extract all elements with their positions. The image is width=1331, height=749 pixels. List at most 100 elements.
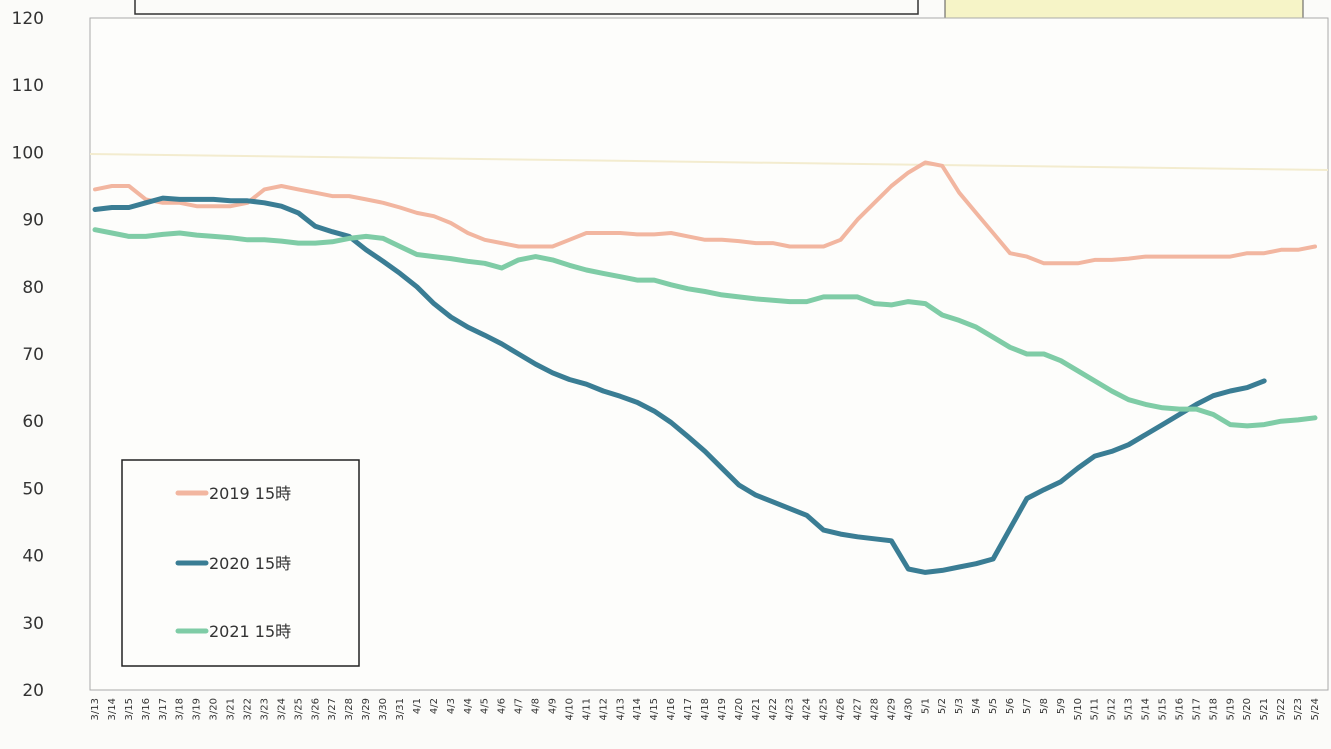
data-point	[754, 493, 757, 497]
data-point	[144, 198, 147, 201]
data-point	[127, 184, 131, 188]
data-point	[1246, 252, 1249, 255]
data-point	[280, 205, 283, 208]
data-point	[1093, 379, 1096, 383]
data-point	[466, 231, 469, 235]
data-point	[974, 211, 978, 215]
x-tick-label: 3/15	[124, 698, 135, 720]
data-point	[1313, 245, 1317, 248]
data-point	[822, 528, 825, 532]
data-point	[1008, 252, 1012, 255]
data-point	[958, 319, 961, 322]
data-point	[1246, 424, 1249, 428]
data-point	[1313, 416, 1317, 419]
data-point	[1263, 379, 1266, 383]
data-point	[1008, 527, 1012, 530]
data-point	[771, 241, 774, 245]
data-point	[297, 241, 300, 245]
data-point	[907, 171, 910, 174]
x-tick-label: 4/27	[853, 698, 864, 720]
data-point	[297, 211, 300, 215]
data-point	[754, 241, 757, 245]
data-point	[263, 201, 266, 204]
data-point	[1127, 398, 1130, 401]
legend: 2019 15時 2020 15時 2021 15時	[121, 459, 360, 667]
x-tick-label: 3/28	[344, 698, 355, 720]
data-point	[619, 275, 622, 278]
data-point	[1110, 389, 1113, 393]
data-point	[110, 231, 114, 235]
data-point	[805, 514, 808, 517]
data-point	[737, 295, 741, 299]
data-point	[1212, 255, 1215, 258]
data-point	[1127, 443, 1130, 446]
x-tick-label: 5/4	[971, 698, 982, 714]
x-tick-label: 5/5	[988, 698, 999, 714]
data-point	[331, 240, 334, 243]
x-tick-label: 5/12	[1107, 698, 1118, 720]
x-tick-label: 3/19	[192, 698, 203, 720]
x-tick-label: 3/29	[361, 698, 372, 720]
x-tick-label: 3/23	[259, 698, 270, 720]
legend-label-2019: 2019 15時	[209, 484, 291, 503]
x-tick-label: 4/14	[632, 698, 643, 720]
y-tick-label: 120	[12, 9, 44, 29]
x-tick-label: 3/14	[107, 698, 118, 720]
x-tick-label: 4/4	[463, 698, 474, 714]
data-point	[1296, 418, 1300, 422]
data-point	[974, 325, 978, 329]
data-point	[890, 303, 893, 307]
data-point	[1195, 255, 1198, 258]
data-point	[110, 206, 114, 209]
y-tick-label: 80	[22, 278, 44, 298]
data-point	[449, 257, 452, 260]
data-point	[314, 225, 317, 228]
data-point	[161, 233, 164, 236]
x-tick-label: 4/8	[531, 698, 542, 714]
x-tick-label: 3/22	[243, 698, 254, 720]
x-tick-label: 5/20	[1242, 698, 1253, 720]
data-point	[280, 184, 283, 188]
data-point	[1059, 480, 1063, 483]
data-point	[720, 467, 724, 470]
data-point	[924, 302, 927, 305]
data-point	[585, 383, 588, 386]
x-tick-label: 3/30	[378, 698, 389, 720]
data-point	[1093, 454, 1096, 458]
x-tick-label: 4/13	[615, 698, 626, 720]
y-tick-label: 110	[12, 76, 44, 96]
data-point	[1229, 255, 1232, 258]
legend-label-2020: 2020 15時	[209, 554, 291, 573]
data-point	[991, 336, 995, 339]
x-tick-label: 4/28	[869, 698, 880, 720]
data-point	[551, 371, 554, 374]
data-point	[398, 272, 402, 275]
data-point	[314, 241, 317, 245]
data-point	[534, 255, 537, 258]
data-point	[839, 295, 842, 299]
data-point	[432, 215, 436, 218]
x-tick-label: 5/16	[1174, 698, 1185, 720]
x-tick-label: 5/15	[1158, 698, 1169, 720]
top-left-box-fragment	[134, 0, 919, 15]
data-point	[280, 239, 283, 243]
data-point	[941, 164, 944, 167]
data-point	[263, 238, 266, 241]
data-point	[331, 194, 334, 198]
y-tick-label: 20	[22, 681, 44, 701]
x-tick-label: 3/20	[209, 698, 220, 720]
data-point	[381, 237, 385, 240]
data-point	[1144, 403, 1147, 406]
data-point	[415, 211, 419, 215]
y-tick-label: 90	[22, 211, 44, 231]
data-point	[500, 342, 503, 346]
x-tick-label: 5/13	[1124, 698, 1135, 720]
data-point	[1076, 369, 1080, 372]
x-tick-label: 4/21	[751, 698, 762, 720]
data-point	[839, 238, 842, 241]
data-point	[449, 221, 452, 225]
data-point	[941, 569, 944, 572]
x-tick-label: 3/24	[276, 698, 287, 720]
data-point	[483, 334, 486, 337]
data-point	[1076, 467, 1080, 470]
